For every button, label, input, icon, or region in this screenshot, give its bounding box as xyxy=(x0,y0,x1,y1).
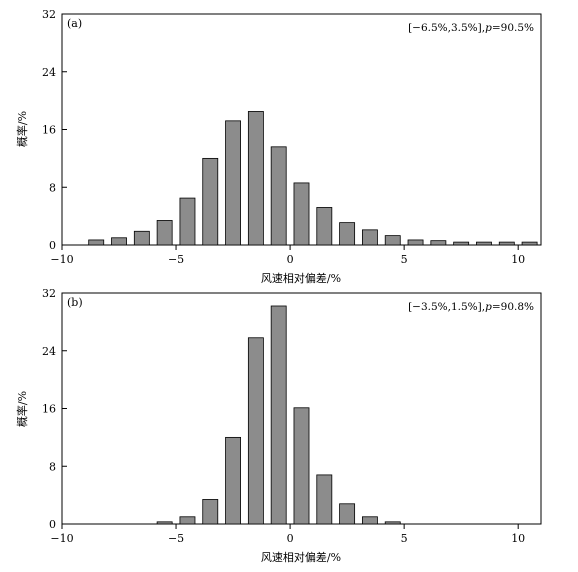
bars-a xyxy=(88,111,538,246)
bar xyxy=(453,241,470,246)
bar xyxy=(247,337,264,525)
bar xyxy=(133,230,150,246)
bar xyxy=(476,241,492,246)
bar xyxy=(361,516,378,525)
bar xyxy=(293,182,310,246)
bar xyxy=(225,120,241,246)
y-tick-label: 8 xyxy=(49,460,56,473)
annotation-p-var-b: p xyxy=(485,301,492,313)
annotation-a: [−6.5%,3.5%],p=90.5% xyxy=(408,22,534,34)
x-axis-label-b: 风速相对偏差/% xyxy=(261,550,341,564)
x-axis-label-a: 风速相对偏差/% xyxy=(261,271,341,285)
axes-b: 0 8 16 24 32 −10 −5 0 5 10 xyxy=(42,287,525,545)
panel-label-a: (a) xyxy=(67,17,82,30)
y-tick-label: 0 xyxy=(49,518,56,531)
bar xyxy=(498,241,515,246)
bar xyxy=(293,407,310,525)
axes-a: 0 8 16 24 32 −10 −5 0 5 10 xyxy=(42,8,525,266)
bars-b xyxy=(156,305,401,525)
annotation-p-var-a: p xyxy=(485,22,492,34)
bar xyxy=(339,222,356,246)
y-tick-label: 24 xyxy=(42,345,56,358)
bar xyxy=(225,436,241,525)
bar xyxy=(430,240,447,246)
x-tick-label: −5 xyxy=(168,532,184,545)
annotation-p-value-b: =90.8% xyxy=(492,301,534,313)
x-tick-label: 0 xyxy=(287,532,294,545)
panel-b: (b) [−3.5%,1.5%],p=90.8% 0 8 16 24 32 −10 −5 0 5… xyxy=(15,287,542,564)
x-tick-label: 10 xyxy=(511,532,525,545)
x-tick-label: 5 xyxy=(401,253,408,266)
bar xyxy=(202,499,219,525)
y-tick-label: 8 xyxy=(49,181,56,194)
x-tick-label: 5 xyxy=(401,532,408,545)
bar xyxy=(247,111,264,246)
panel-label-b: (b) xyxy=(67,296,83,309)
bar xyxy=(384,521,401,525)
bar xyxy=(270,305,287,525)
x-tick-label: −10 xyxy=(50,532,73,545)
x-tick-label: −5 xyxy=(168,253,184,266)
y-tick-label: 32 xyxy=(42,8,56,21)
annotation-interval-a: [−6.5%,3.5%], xyxy=(408,22,485,34)
bar xyxy=(384,235,401,246)
bar xyxy=(156,220,173,246)
bar xyxy=(270,146,287,246)
y-axis-label-a: 概率/% xyxy=(15,111,29,147)
y-axis-label-b: 概率/% xyxy=(15,391,29,427)
x-tick-label: 0 xyxy=(287,253,294,266)
y-tick-label: 16 xyxy=(42,403,56,416)
bar xyxy=(179,516,196,525)
y-tick-label: 24 xyxy=(42,66,56,79)
annotation-p-value-a: =90.5% xyxy=(492,22,534,34)
bar xyxy=(202,157,219,246)
bar xyxy=(361,229,378,246)
x-tick-label: 10 xyxy=(511,253,525,266)
bar xyxy=(407,239,424,246)
bar xyxy=(521,241,538,246)
bar xyxy=(316,207,333,246)
y-tick-label: 32 xyxy=(42,287,56,300)
bar xyxy=(111,237,127,246)
panel-a: (a) [−6.5%,3.5%],p=90.5% 0 8 16 24 32 −10 −5 0 5… xyxy=(15,8,542,285)
bar xyxy=(339,503,356,525)
y-tick-label: 0 xyxy=(49,239,56,252)
bar xyxy=(179,197,196,246)
annotation-interval-b: [−3.5%,1.5%], xyxy=(408,301,485,313)
annotation-b: [−3.5%,1.5%],p=90.8% xyxy=(408,301,534,313)
bar xyxy=(88,239,105,246)
bar xyxy=(156,521,173,525)
y-tick-label: 16 xyxy=(42,124,56,137)
bar xyxy=(316,474,333,525)
x-tick-label: −10 xyxy=(50,253,73,266)
